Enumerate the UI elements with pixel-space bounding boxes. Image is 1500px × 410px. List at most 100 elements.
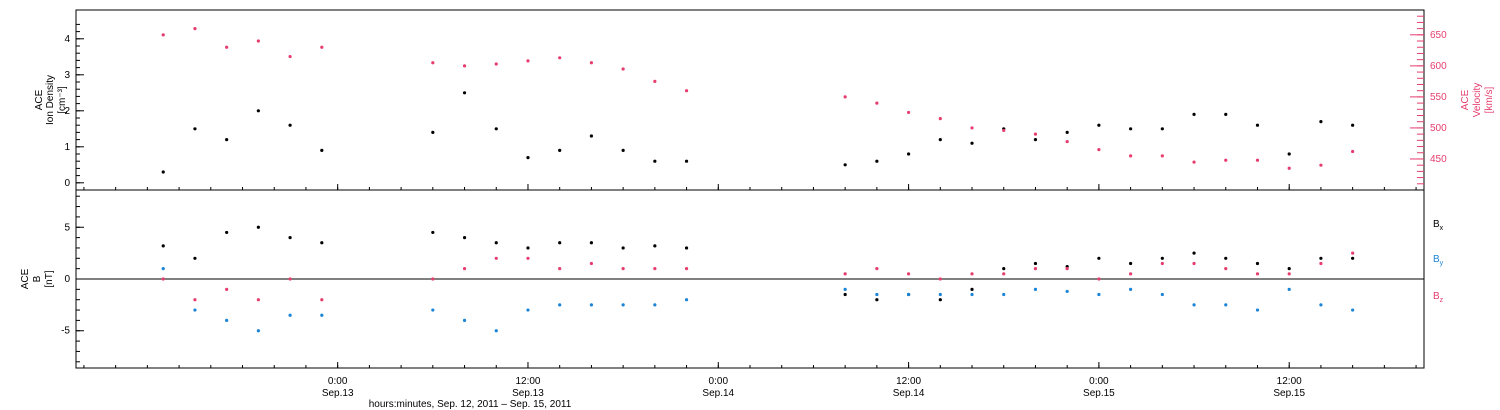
data-point-ion-density: [1033, 138, 1038, 142]
data-point-bx: [462, 236, 467, 240]
density-tick-label: 0: [64, 178, 70, 189]
data-point-ion-density: [1287, 152, 1291, 156]
data-point-ion-density: [161, 170, 165, 174]
data-point-ion-density: [684, 159, 689, 163]
data-point-bz: [1255, 272, 1260, 276]
data-point-ion-density: [621, 148, 625, 152]
data-point-velocity: [462, 64, 467, 68]
data-point-velocity: [1351, 149, 1355, 154]
data-point-bx: [1097, 256, 1101, 260]
x-tick-label-time: 12:00: [1277, 376, 1302, 387]
data-point-ion-density: [875, 159, 879, 163]
data-point-by: [1065, 289, 1069, 294]
data-point-velocity: [843, 95, 847, 99]
data-point-bx: [1319, 256, 1323, 260]
data-point-by: [225, 318, 229, 322]
field-tick-label: -5: [61, 326, 70, 337]
velocity-axis-title-line3: [km/s]: [1484, 86, 1495, 113]
data-point-velocity: [970, 126, 974, 130]
legend-by: By: [1433, 254, 1444, 267]
velocity-tick-label: 500: [1430, 123, 1447, 134]
x-tick-label-date: Sep.15: [1273, 388, 1305, 399]
data-point-bz: [1065, 267, 1069, 271]
data-point-velocity: [1319, 163, 1323, 167]
data-point-bx: [1129, 261, 1133, 266]
data-point-bz: [906, 272, 911, 276]
data-point-bz: [1224, 267, 1228, 271]
data-point-by: [558, 303, 562, 307]
data-point-velocity: [621, 67, 625, 71]
data-point-bz: [1351, 251, 1355, 255]
data-point-bx: [288, 236, 292, 240]
data-point-bx: [225, 230, 229, 235]
velocity-tick-label: 450: [1430, 154, 1447, 165]
data-point-by: [288, 313, 292, 317]
data-point-ion-density: [1192, 112, 1196, 116]
legend-bz: Bz: [1433, 291, 1444, 304]
data-point-ion-density: [970, 141, 974, 145]
data-point-bx: [684, 246, 689, 250]
data-point-velocity: [1097, 148, 1101, 152]
density-axis-title-line1: ACE: [34, 89, 45, 110]
field-axis-title-line1: ACE: [20, 268, 31, 289]
data-point-by: [1224, 303, 1228, 307]
data-point-bx: [843, 292, 847, 297]
data-point-ion-density: [1065, 130, 1069, 134]
data-point-velocity: [225, 45, 229, 49]
data-point-bx: [1255, 261, 1260, 266]
field-axis-title-line2: B: [32, 275, 43, 282]
data-point-velocity: [526, 59, 530, 63]
data-point-bx: [320, 241, 324, 245]
data-point-bx: [1287, 267, 1291, 271]
velocity-tick-label: 600: [1430, 61, 1447, 72]
x-tick-label-time: 12:00: [515, 376, 540, 387]
data-point-by: [843, 287, 847, 291]
data-point-by: [1097, 292, 1101, 297]
data-point-by: [1002, 292, 1006, 297]
data-point-bx: [1192, 251, 1196, 255]
velocity-tick-label: 650: [1430, 30, 1447, 41]
velocity-axis-title-line1: ACE: [1460, 89, 1471, 110]
data-point-bz: [256, 298, 260, 302]
data-point-bz: [288, 277, 292, 281]
data-point-velocity: [1033, 132, 1038, 136]
x-tick-label-date: Sep.14: [893, 388, 925, 399]
data-point-bz: [1160, 261, 1164, 266]
data-point-bz: [970, 272, 974, 276]
density-axis-title-line2: Ion Density: [45, 75, 56, 125]
data-point-ion-density: [320, 148, 324, 152]
data-points: [161, 27, 1355, 333]
data-point-by: [1129, 287, 1133, 291]
data-point-ion-density: [225, 138, 229, 142]
data-point-by: [906, 292, 911, 297]
data-point-by: [1255, 308, 1260, 312]
data-point-ion-density: [558, 148, 562, 152]
data-point-bz: [161, 277, 165, 281]
data-point-ion-density: [1160, 127, 1164, 131]
data-point-velocity: [161, 33, 165, 37]
data-point-bz: [193, 298, 197, 302]
data-point-bx: [1002, 267, 1006, 271]
data-point-by: [256, 329, 260, 333]
data-point-velocity: [431, 61, 435, 65]
data-point-bx: [193, 256, 197, 260]
data-point-velocity: [653, 79, 657, 83]
data-point-bz: [938, 277, 942, 281]
data-point-velocity: [1255, 158, 1260, 162]
data-point-bz: [875, 267, 879, 271]
data-point-ion-density: [938, 138, 942, 142]
data-point-bx: [621, 246, 625, 250]
data-point-by: [621, 303, 625, 307]
data-point-velocity: [906, 110, 911, 115]
data-point-ion-density: [431, 130, 435, 134]
data-point-ion-density: [1351, 123, 1355, 127]
data-point-velocity: [320, 45, 324, 49]
data-point-by: [494, 329, 498, 333]
data-point-bz: [1033, 267, 1038, 271]
data-point-ion-density: [1255, 123, 1260, 127]
data-point-by: [161, 267, 165, 271]
x-tick-label-time: 0:00: [328, 376, 348, 387]
data-point-ion-density: [1129, 127, 1133, 131]
data-point-velocity: [1002, 128, 1006, 133]
data-point-velocity: [558, 56, 562, 60]
